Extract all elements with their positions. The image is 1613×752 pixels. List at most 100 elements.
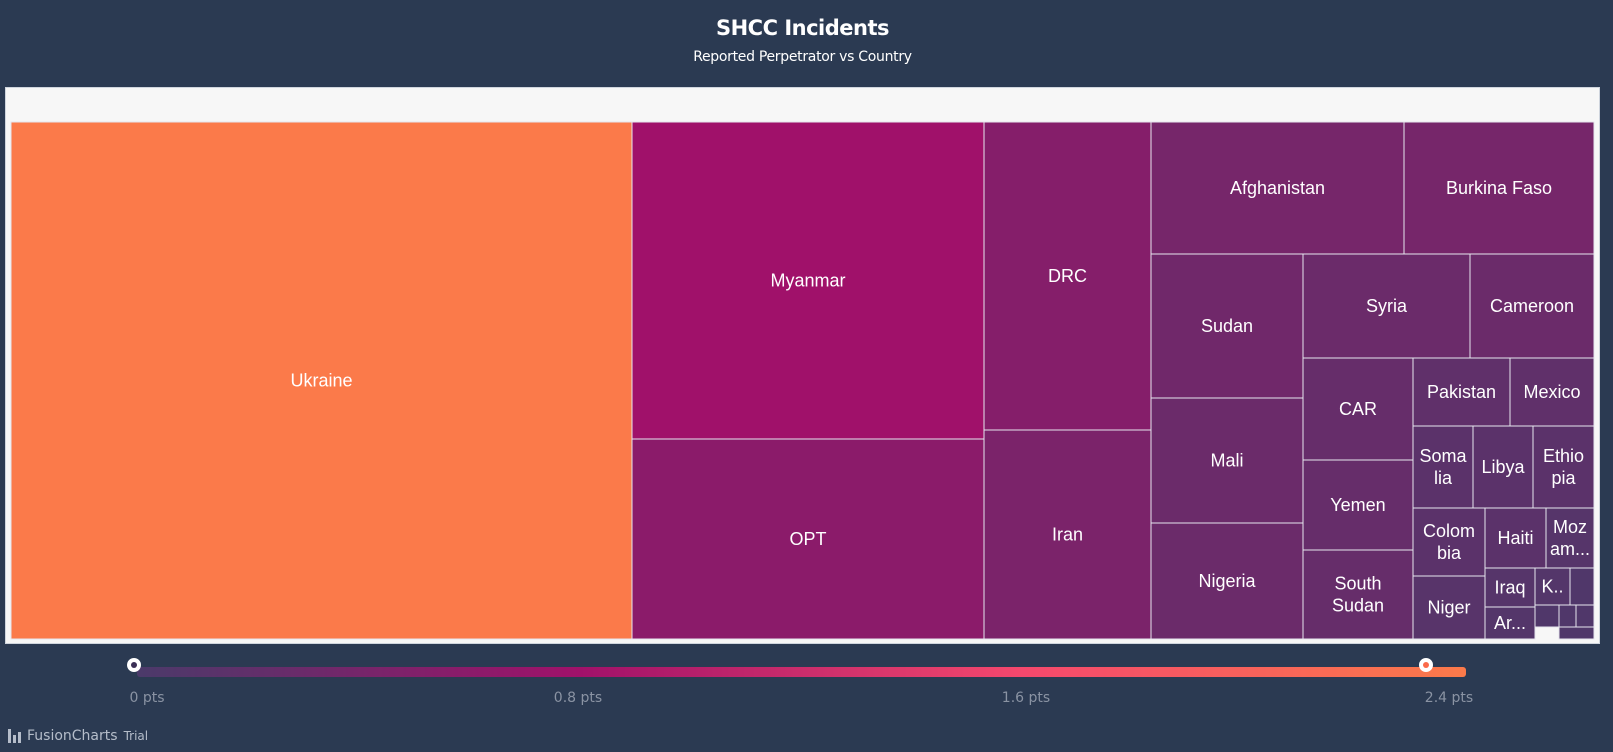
treemap-label: Pakistan [1427, 382, 1496, 402]
treemap-cell-myanmar[interactable]: Myanmar [631, 121, 985, 440]
treemap-label: Yemen [1330, 495, 1385, 515]
treemap-label: CAR [1339, 399, 1377, 419]
treemap-rect[interactable] [631, 121, 985, 440]
treemap-label: Afghanistan [1230, 178, 1325, 198]
treemap-rect[interactable] [1403, 121, 1595, 255]
treemap-rect[interactable] [1412, 357, 1511, 427]
treemap-cell-yemen[interactable]: Yemen [1302, 459, 1414, 551]
treemap-label: K.. [1541, 577, 1563, 597]
treemap-label: DRC [1048, 266, 1087, 286]
treemap-cell-drc[interactable]: DRC [983, 121, 1152, 431]
treemap-label: Ukraine [290, 371, 352, 391]
treemap-label: Ar... [1494, 613, 1526, 633]
treemap-rect[interactable] [983, 429, 1152, 640]
treemap-rect[interactable] [1150, 253, 1304, 399]
treemap-cell-burkina-faso[interactable]: Burkina Faso [1403, 121, 1595, 255]
treemap-label: am... [1550, 539, 1590, 559]
treemap-label: Nigeria [1198, 571, 1256, 591]
treemap-rect[interactable] [1532, 425, 1595, 509]
treemap-cell-pakistan[interactable]: Pakistan [1412, 357, 1511, 427]
treemap-rect[interactable] [1509, 357, 1595, 427]
treemap-rect[interactable] [1302, 549, 1414, 640]
treemap-label: Burkina Faso [1446, 178, 1552, 198]
treemap-label: Niger [1427, 598, 1470, 618]
treemap-rect[interactable] [1484, 567, 1536, 608]
treemap-rect[interactable] [631, 438, 985, 640]
treemap-rect[interactable] [983, 121, 1152, 431]
treemap-rect[interactable] [1150, 522, 1304, 640]
treemap-label: OPT [789, 529, 826, 549]
color-range-legend [137, 667, 1466, 677]
treemap-cell-nigeria[interactable]: Nigeria [1150, 522, 1304, 640]
legend-min-handle[interactable] [127, 658, 141, 672]
treemap-rect[interactable] [1484, 606, 1536, 640]
treemap-cell-haiti[interactable]: Haiti [1484, 507, 1547, 569]
treemap-label: Colom [1423, 521, 1475, 541]
treemap-cell-syria[interactable]: Syria [1302, 253, 1471, 359]
legend-tick-label: 0 pts [129, 690, 165, 706]
treemap-cell-ar[interactable]: Ar... [1484, 606, 1536, 640]
treemap-label: lia [1434, 468, 1453, 488]
watermark-product: FusionCharts [27, 728, 118, 744]
treemap-cell-small[interactable] [1558, 604, 1577, 628]
treemap-label: Iran [1052, 525, 1083, 545]
watermark-suffix: Trial [123, 729, 149, 743]
treemap-cell-cameroon[interactable]: Cameroon [1469, 253, 1595, 359]
legend-tick-label: 0.8 pts [553, 690, 603, 706]
treemap-label: pia [1551, 468, 1576, 488]
treemap-cell-libya[interactable]: Libya [1472, 425, 1534, 509]
treemap-label: South [1334, 574, 1381, 594]
treemap-label: Mali [1210, 451, 1243, 471]
treemap-label: Myanmar [770, 271, 845, 291]
treemap-cell-small[interactable] [1534, 604, 1560, 628]
fusioncharts-watermark[interactable]: FusionCharts Trial [8, 728, 148, 744]
treemap-cell-afghanistan[interactable]: Afghanistan [1150, 121, 1405, 255]
treemap-label: Iraq [1494, 578, 1525, 598]
treemap-cell-iraq[interactable]: Iraq [1484, 567, 1536, 608]
treemap-cell-car[interactable]: CAR [1302, 357, 1414, 461]
treemap-cell-small[interactable] [1569, 567, 1595, 606]
treemap-cell-mexico[interactable]: Mexico [1509, 357, 1595, 427]
treemap-cell-ukraine[interactable]: Ukraine [10, 121, 633, 640]
fusioncharts-logo-icon [8, 729, 21, 743]
chart-subtitle: Reported Perpetrator vs Country [693, 49, 912, 65]
treemap-rect[interactable] [1469, 253, 1595, 359]
treemap-label: Sudan [1201, 316, 1253, 336]
treemap-cell-sudan[interactable]: Sudan [1150, 253, 1304, 399]
treemap-rect[interactable] [1545, 507, 1595, 569]
treemap-rect[interactable] [1302, 357, 1414, 461]
treemap-rect[interactable] [1534, 567, 1571, 606]
treemap-rect[interactable] [1302, 459, 1414, 551]
treemap-cell-somalia[interactable]: Soma lia [1412, 425, 1474, 509]
treemap-label: Soma [1419, 446, 1467, 466]
treemap-label: Syria [1366, 296, 1408, 316]
treemap-label: Mexico [1523, 382, 1580, 402]
treemap-rect[interactable] [1412, 507, 1486, 577]
treemap-rect[interactable] [1412, 425, 1474, 509]
treemap-label: Ethio [1543, 446, 1584, 466]
treemap-cell-mozambique[interactable]: Mozam... [1545, 507, 1595, 569]
treemap-cell-iran[interactable]: Iran [983, 429, 1152, 640]
treemap-rect[interactable] [1472, 425, 1534, 509]
treemap-cell-mali[interactable]: Mali [1150, 397, 1304, 524]
chart-title: SHCC Incidents [715, 16, 890, 40]
treemap-rect[interactable] [1150, 397, 1304, 524]
legend-max-handle[interactable] [1419, 658, 1433, 672]
treemap-cell-k[interactable]: K.. [1534, 567, 1571, 606]
treemap-label: bia [1437, 543, 1462, 563]
treemap-rect[interactable] [1484, 507, 1547, 569]
treemap-rect[interactable] [1150, 121, 1405, 255]
treemap-cell-opt[interactable]: OPT [631, 438, 985, 640]
legend-tick-label: 1.6 pts [1001, 690, 1051, 706]
treemap-rect[interactable] [1302, 253, 1471, 359]
treemap-cell-small[interactable] [1558, 626, 1595, 640]
legend-tick-label: 2.4 pts [1424, 690, 1474, 706]
treemap-cell-small[interactable] [1575, 604, 1595, 628]
treemap-label: Haiti [1497, 528, 1533, 548]
treemap-cell-niger[interactable]: Niger [1412, 575, 1486, 640]
treemap-label: Sudan [1332, 596, 1384, 616]
